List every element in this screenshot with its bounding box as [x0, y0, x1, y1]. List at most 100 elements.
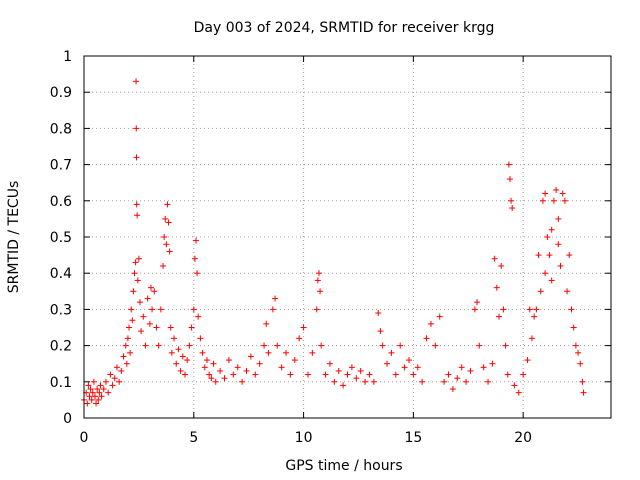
- data-point: [353, 375, 360, 382]
- tick-labels: 00.10.20.30.40.50.60.70.80.910 5 10 15 20: [50, 49, 532, 446]
- data-point: [392, 371, 399, 378]
- data-point: [278, 364, 285, 371]
- data-point: [445, 371, 452, 378]
- data-point: [98, 393, 105, 400]
- data-point: [511, 382, 518, 389]
- data-point: [265, 349, 272, 356]
- data-point: [344, 371, 351, 378]
- data-point: [506, 176, 513, 183]
- data-point: [120, 353, 127, 360]
- data-point: [208, 375, 215, 382]
- data-point: [441, 378, 448, 385]
- data-point: [173, 360, 180, 367]
- data-point: [197, 335, 204, 342]
- data-point: [136, 299, 143, 306]
- data-point: [130, 288, 137, 295]
- data-point: [102, 378, 109, 385]
- data-point: [118, 367, 125, 374]
- data-point: [550, 197, 557, 204]
- data-point: [157, 306, 164, 313]
- data-point: [153, 324, 160, 331]
- data-point: [190, 306, 197, 313]
- data-point: [520, 371, 527, 378]
- data-point: [427, 320, 434, 327]
- data-point: [577, 360, 584, 367]
- x-tick-label: 10: [295, 430, 313, 446]
- x-tick-label: 5: [189, 430, 198, 446]
- data-point: [113, 364, 120, 371]
- data-point: [509, 205, 516, 212]
- data-point: [304, 371, 311, 378]
- data-point: [322, 371, 329, 378]
- data-point: [263, 320, 270, 327]
- data-point: [508, 197, 515, 204]
- data-point: [87, 386, 94, 393]
- data-point: [314, 277, 321, 284]
- data-point: [318, 342, 325, 349]
- grid-lines: [84, 56, 611, 418]
- data-point: [531, 313, 538, 320]
- data-point: [182, 371, 189, 378]
- data-point: [171, 335, 178, 342]
- data-point: [362, 378, 369, 385]
- data-point: [221, 375, 228, 382]
- data-point: [194, 270, 201, 277]
- data-point: [147, 284, 154, 291]
- data-point: [568, 306, 575, 313]
- data-point: [405, 357, 412, 364]
- data-point: [480, 364, 487, 371]
- data-point: [131, 270, 138, 277]
- data-point: [199, 349, 206, 356]
- data-point: [317, 288, 324, 295]
- data-point: [572, 342, 579, 349]
- data-point: [107, 371, 114, 378]
- data-point: [122, 342, 129, 349]
- data-point: [419, 378, 426, 385]
- data-point: [544, 234, 551, 240]
- data-point: [155, 342, 162, 349]
- y-tick-label: 0.6: [50, 194, 72, 210]
- data-point: [206, 371, 213, 378]
- data-point: [535, 252, 542, 259]
- data-point: [164, 201, 171, 208]
- data-point: [124, 335, 131, 342]
- data-point: [401, 364, 408, 371]
- data-point: [528, 335, 535, 342]
- y-tick-label: 0.9: [50, 85, 72, 101]
- y-tick-label: 0.4: [50, 266, 72, 282]
- data-point: [555, 241, 562, 248]
- data-point: [326, 360, 333, 367]
- data-point: [500, 306, 507, 313]
- data-point: [128, 306, 135, 313]
- y-tick-label: 0.8: [50, 121, 72, 137]
- data-point: [88, 396, 95, 403]
- data-point: [144, 295, 151, 302]
- data-point: [212, 378, 219, 385]
- data-point: [105, 389, 112, 396]
- data-point: [230, 371, 237, 378]
- data-point: [548, 226, 555, 233]
- data-point: [203, 357, 210, 364]
- data-point: [493, 284, 500, 291]
- data-point: [423, 335, 430, 342]
- data-point: [570, 324, 577, 331]
- y-tick-label: 0.1: [50, 375, 72, 391]
- data-point: [489, 360, 496, 367]
- data-point: [116, 378, 123, 385]
- data-point: [504, 371, 511, 378]
- data-point: [186, 342, 193, 349]
- data-point: [274, 342, 281, 349]
- data-point: [140, 313, 147, 320]
- data-point: [188, 324, 195, 331]
- data-point: [313, 306, 320, 313]
- data-point: [366, 371, 373, 378]
- data-point: [123, 360, 130, 367]
- data-point: [296, 335, 303, 342]
- data-point: [256, 360, 263, 367]
- data-point: [539, 197, 546, 204]
- data-point: [548, 277, 555, 284]
- data-point: [192, 237, 199, 244]
- data-point: [471, 306, 478, 313]
